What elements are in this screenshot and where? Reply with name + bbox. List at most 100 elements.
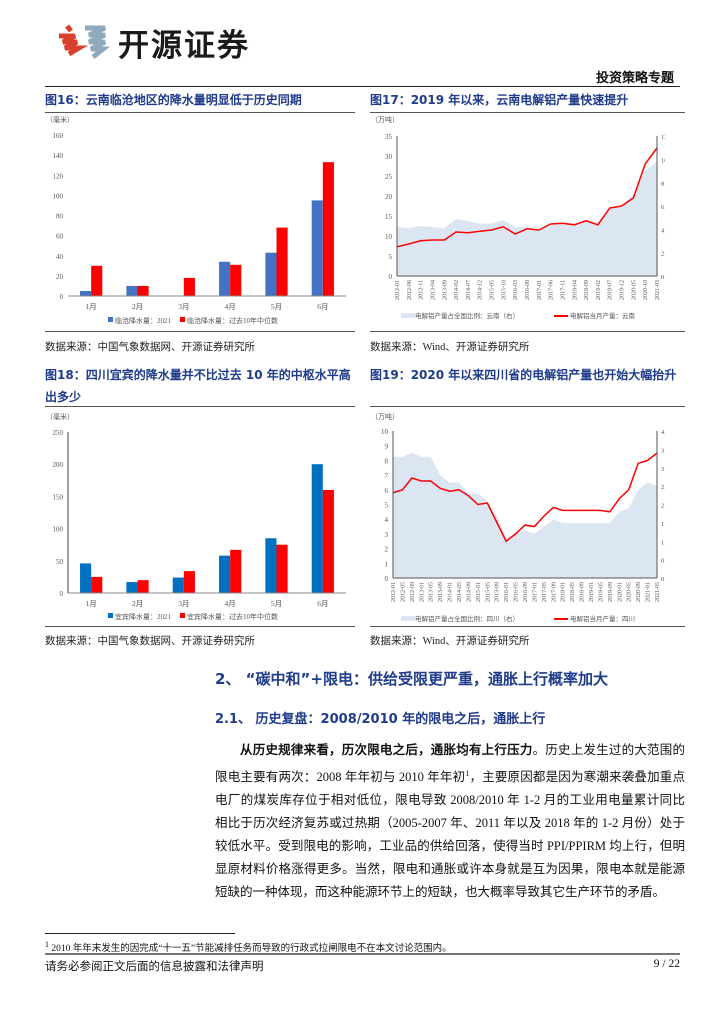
document-type: 投资策略专题	[595, 70, 674, 85]
x-tick-label: 2014-05	[457, 582, 463, 602]
x-tick-label: 2015-10	[501, 280, 507, 300]
x-tick-label: 2012-01	[395, 280, 401, 300]
x-tick-label: 2015-01	[476, 582, 482, 602]
bar	[172, 577, 184, 593]
divider	[45, 112, 355, 113]
y2-tick-label: 4.0%	[661, 227, 665, 234]
legend-label: 宜宾降水量：2021	[115, 612, 171, 621]
y2-tick-label: 3.5%	[661, 447, 665, 454]
y-tick-label: 30	[385, 153, 393, 161]
figure-17-title: 图17：2019 年以来，云南电解铝产量快速提升	[370, 93, 629, 107]
area-series	[393, 453, 657, 578]
x-tick-label: 2012-11	[419, 280, 425, 300]
y-tick-label: 60	[56, 233, 64, 241]
subsection-heading: 2.1、 历史复盘：2008/2010 年的限电之后，通胀上行	[215, 712, 546, 727]
x-tick-label: 2019-02	[596, 280, 602, 300]
x-tick-label: 2016-03	[513, 280, 519, 300]
para-lead: 从历史规律来看，历次限电之后，通胀均有上行压力	[240, 742, 533, 757]
x-tick-label: 2018-01	[561, 582, 567, 602]
divider	[370, 112, 685, 113]
x-tick-label: 2020-10	[643, 280, 649, 300]
header-divider	[45, 86, 680, 87]
unit-label: （毫米）	[46, 412, 74, 421]
y-tick-label: 0	[60, 590, 64, 598]
figure-19-chart: （万吨） 0 1 2 3 4 5 6 7 8 9 10 0.0% 0.5% 1.0% 1.5% 2.0% 2.5%…	[371, 412, 665, 623]
bar	[91, 265, 103, 296]
x-tick-label: 2月	[132, 302, 143, 311]
y-tick-label: 120	[53, 172, 64, 180]
x-tick-label: 1月	[86, 599, 97, 608]
bar	[91, 576, 103, 593]
y-tick-label: 8	[385, 457, 389, 465]
x-tick-label: 2020-09	[636, 582, 642, 602]
legend-swatch	[401, 616, 415, 621]
y-tick-label: 200	[53, 461, 64, 469]
y2-tick-label: 12.0%	[661, 134, 665, 141]
y-tick-label: 100	[53, 192, 64, 200]
figure-18-source: 数据来源：中国气象数据网、开源证券研究所	[45, 636, 255, 647]
x-tick-label: 4月	[225, 302, 236, 311]
y2-tick-label: 4.0%	[661, 429, 665, 436]
x-tick-label: 2012-01	[391, 582, 397, 602]
footnote-divider	[45, 933, 235, 934]
y2-tick-label: 6.0%	[661, 204, 665, 211]
y-tick-label: 6	[385, 487, 389, 495]
divider	[45, 626, 355, 627]
x-tick-label: 2015-09	[495, 582, 501, 602]
bar	[276, 544, 288, 593]
y-tick-label: 2	[385, 546, 389, 554]
bar	[137, 580, 149, 593]
x-tick-label: 2020-01	[617, 582, 623, 602]
x-tick-label: 2019-09	[608, 582, 614, 602]
x-tick-label: 2017-11	[560, 280, 566, 300]
x-tick-label: 2013-09	[438, 582, 444, 602]
y2-tick-label: 0.0%	[661, 274, 665, 281]
y-tick-label: 140	[53, 152, 64, 160]
area-series	[397, 161, 657, 276]
footnote-mark: 1	[45, 940, 49, 949]
brand-logo: 开源证券	[55, 20, 250, 65]
legend-swatch	[108, 317, 113, 322]
y2-tick-label: 10.0%	[661, 157, 665, 164]
x-tick-label: 2012-09	[410, 582, 416, 602]
y2-tick-label: 2.5%	[661, 484, 665, 491]
bar	[126, 582, 138, 593]
logo-mark-icon	[59, 23, 110, 59]
footer-disclaimer: 请务必参阅正文后面的信息披露和法律声明	[45, 961, 264, 973]
bar	[137, 285, 149, 296]
divider	[45, 331, 355, 332]
bar	[322, 162, 334, 296]
line-series	[396, 147, 658, 248]
x-tick-label: 2017-01	[532, 582, 538, 602]
bar	[219, 261, 231, 296]
legend-label: 电解铝当月产量：云南	[570, 311, 636, 320]
y-tick-label: 4	[385, 516, 389, 524]
footnote-ref[interactable]: 1	[465, 769, 470, 778]
y2-tick-label: 0.5%	[661, 558, 665, 565]
bar	[230, 549, 242, 593]
x-tick-label: 2013-05	[429, 582, 435, 602]
x-tick-label: 2021-01	[646, 582, 652, 602]
page-number: 9 / 22	[653, 958, 680, 970]
para-text-rest: ，主要原因都是因为寒潮来袭叠加重点电厂的煤炭库存位于相对低位，限电导致 2008…	[215, 770, 685, 900]
figure-19-title: 图19：2020 年以来四川省的电解铝产量也开始大幅抬升	[370, 368, 677, 382]
x-tick-label: 5月	[271, 599, 282, 608]
y-tick-label: 5	[389, 253, 393, 261]
y-tick-label: 10	[381, 428, 389, 436]
y-tick-label: 20	[56, 273, 64, 281]
bar	[311, 200, 323, 296]
bar	[80, 290, 92, 296]
figure-18-chart: （毫米） 0 50 100 150 200 250 1月 2月 3月 4月 5月 6月宜宾降水量：202…	[46, 412, 346, 621]
figure-17-chart: （万吨） 0 5 10 15 20 25 30 35 0.0% 2.0% 4.0% 6.0% 8.0% 10…	[371, 115, 665, 320]
x-tick-label: 2020-05	[631, 280, 637, 300]
legend-label: 电解铝产量占全国比例：四川（右）	[415, 614, 519, 623]
x-tick-label: 2018-04	[572, 280, 578, 300]
legend-swatch	[108, 613, 113, 618]
unit-label: （万吨）	[371, 115, 399, 124]
x-tick-label: 2014-09	[466, 582, 472, 602]
y-tick-label: 3	[385, 531, 389, 539]
footnote-text: 2010 年年末发生的因完成“十一五”节能减排任务而导致的行政式拉闸限电不在本文…	[51, 944, 452, 955]
legend-label: 电解铝产量占全国比例：云南（右）	[415, 311, 519, 320]
x-tick-label: 2014-02	[454, 280, 460, 300]
x-tick-label: 4月	[225, 599, 236, 608]
